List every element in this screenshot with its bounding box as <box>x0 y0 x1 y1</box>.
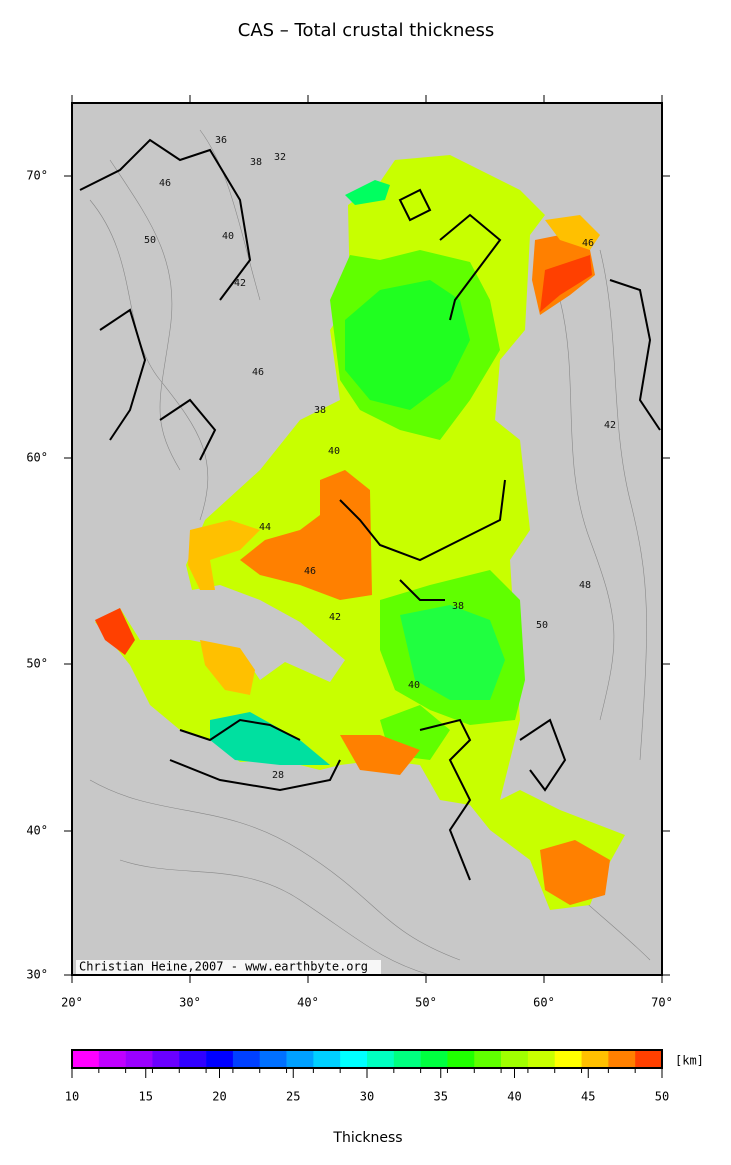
colorbar-segment <box>527 1050 556 1068</box>
colorbar-tick-label: 15 <box>139 1090 153 1104</box>
contour-label: 38 <box>452 601 464 612</box>
contour-label: 36 <box>215 135 227 146</box>
contour-label: 40 <box>222 231 234 242</box>
contour-label: 40 <box>408 680 420 691</box>
contour-label: 46 <box>582 238 594 249</box>
contour-label: 32 <box>274 152 286 163</box>
coastlines <box>79 138 661 881</box>
colorbar-segment <box>286 1050 314 1068</box>
credit: Christian Heine,2007 - www.earthbyte.org <box>79 960 368 974</box>
lat-tick-label: 60° <box>26 451 48 465</box>
colorbar-segment <box>340 1050 368 1068</box>
colorbar-tick-label: 45 <box>581 1090 595 1104</box>
colorbar-segment <box>447 1050 475 1068</box>
lon-tick-label: 70° <box>651 996 673 1010</box>
colorbar-segment <box>125 1050 153 1068</box>
lon-tick-label: 40° <box>297 996 319 1010</box>
contour-label: 40 <box>328 446 340 457</box>
contour-label: 44 <box>259 522 271 533</box>
credit-box <box>76 960 381 974</box>
contour-label: 42 <box>604 420 616 431</box>
thickness-46-48 <box>240 470 372 600</box>
thickness-44-46 <box>545 215 600 250</box>
colorbar-tick-label: 40 <box>507 1090 521 1104</box>
lat-tick-label: 40° <box>26 824 48 838</box>
colorbar-segment <box>206 1050 234 1068</box>
lon-tick-label: 60° <box>533 996 555 1010</box>
contour-label: 28 <box>272 770 284 781</box>
thickness-48-50 <box>540 255 592 312</box>
colorbar-segment <box>313 1050 341 1068</box>
colorbar-segment <box>581 1050 609 1068</box>
colorbar-segment <box>501 1050 529 1068</box>
colorbar-segment <box>554 1050 582 1068</box>
thickness-30-32 <box>210 712 330 765</box>
map-frame <box>71 102 663 976</box>
colorbar-tick-label: 10 <box>65 1090 79 1104</box>
thickness-44-46 <box>188 520 260 590</box>
contour-label: 42 <box>234 278 246 289</box>
colorbar-segment <box>474 1050 502 1068</box>
colorbar-label: Thickness <box>332 1130 402 1146</box>
lat-tick-label: 50° <box>26 657 48 671</box>
thickness-36-38 <box>400 605 505 700</box>
thickness-48-50 <box>95 608 135 655</box>
lat-tick-label: 70° <box>26 169 48 183</box>
contour-label: 38 <box>250 157 262 168</box>
colorbar-segment <box>608 1050 636 1068</box>
contour-label: 50 <box>144 235 156 246</box>
colorbar-tick-label: 30 <box>360 1090 374 1104</box>
thickness-36-38 <box>345 280 470 410</box>
colorbar-segment <box>152 1050 180 1068</box>
colorbar-segment <box>420 1050 448 1068</box>
contour-label: 46 <box>159 178 171 189</box>
contour-label: 50 <box>536 620 548 631</box>
title: CAS – Total crustal thickness <box>238 20 494 41</box>
contour-label: 38 <box>314 405 326 416</box>
colorbar-segment <box>179 1050 207 1068</box>
lon-tick-label: 20° <box>61 996 83 1010</box>
lon-tick-label: 50° <box>415 996 437 1010</box>
colorbar-tick-label: 35 <box>434 1090 448 1104</box>
map-area: 36 38 32 46 50 40 42 46 38 40 44 46 42 3… <box>72 103 662 975</box>
colorbar-segment <box>635 1050 663 1068</box>
contour-label: 46 <box>304 566 316 577</box>
colorbar-unit: [km] <box>675 1054 704 1068</box>
contour-labels: 36 38 32 46 50 40 42 46 38 40 44 46 42 3… <box>144 135 616 781</box>
colorbar-segment <box>393 1050 421 1068</box>
contour-label: 42 <box>329 612 341 623</box>
colorbar-segment <box>367 1050 395 1068</box>
colorbar-tick-label: 50 <box>655 1090 669 1104</box>
colorbar-segment <box>98 1050 126 1068</box>
colorbar-segment <box>72 1050 100 1068</box>
colorbar-tick-label: 25 <box>286 1090 300 1104</box>
thickness-46-48 <box>540 840 610 905</box>
lon-tick-label: 30° <box>179 996 201 1010</box>
thickness-32-34 <box>345 180 390 205</box>
colorbar-tick-label: 20 <box>212 1090 226 1104</box>
lat-tick-label: 30° <box>26 968 48 982</box>
thickness-44-46 <box>200 640 255 695</box>
colorbar-segment <box>232 1050 261 1068</box>
contour-label: 46 <box>252 367 264 378</box>
thickness-46-48 <box>340 735 420 775</box>
colorbar-segment <box>259 1050 287 1068</box>
contour-label: 48 <box>579 580 591 591</box>
